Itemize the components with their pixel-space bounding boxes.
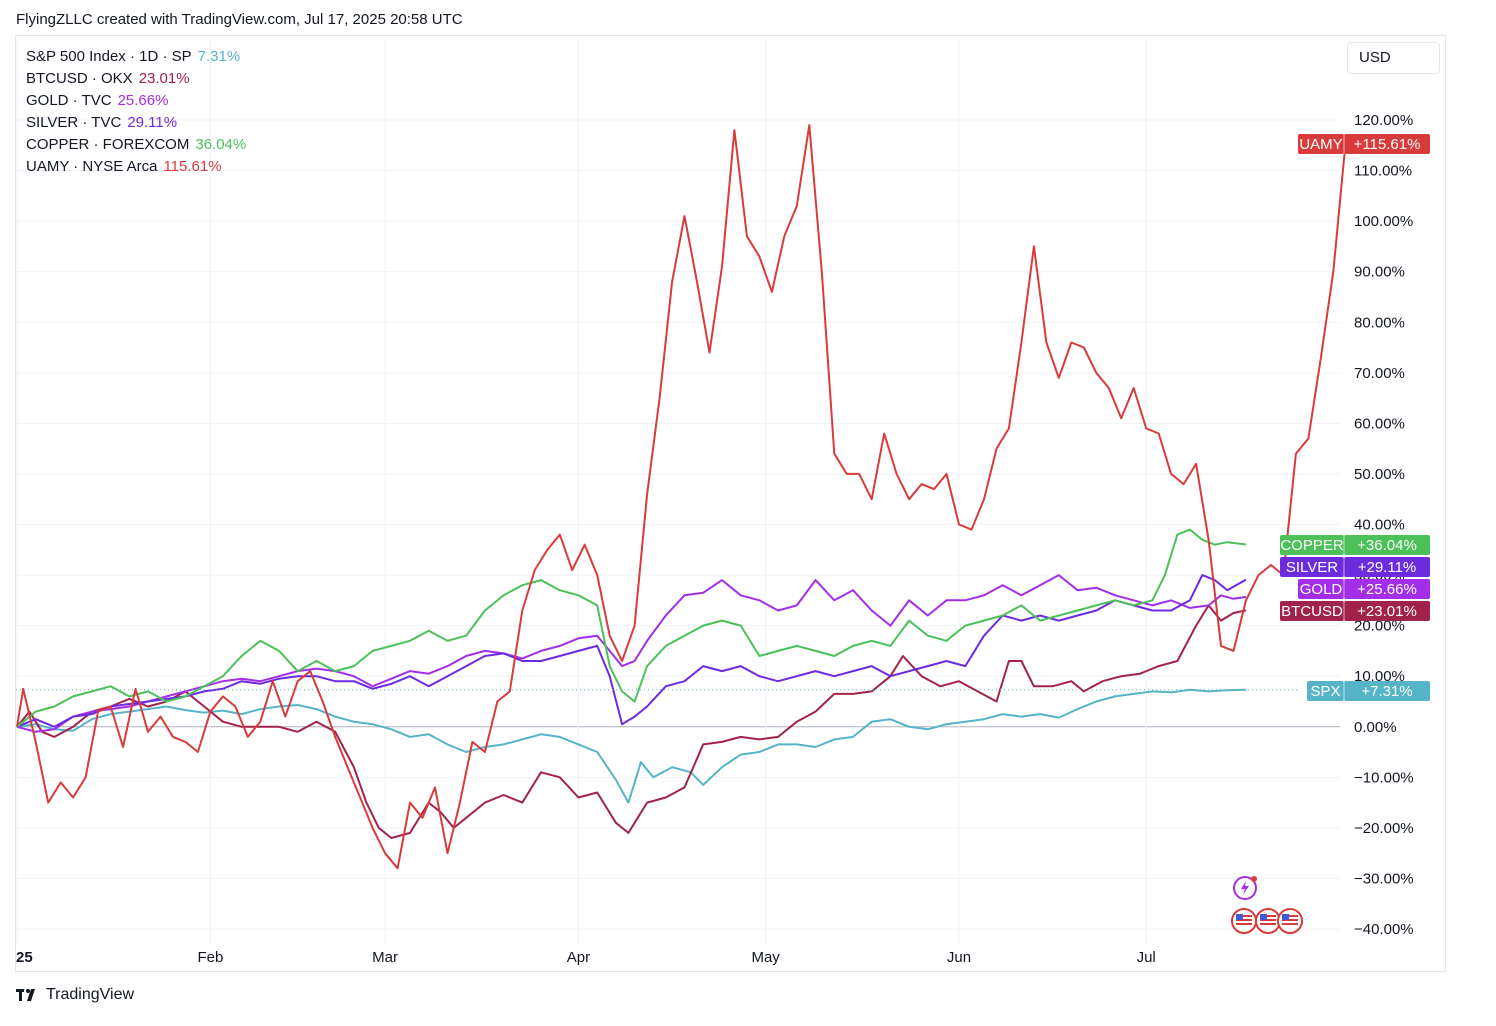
series-badge-label-bg: [1298, 579, 1344, 599]
series-badge-label: BTCUSD: [1281, 603, 1343, 620]
legend-label: UAMY · NYSE Arca: [26, 158, 158, 175]
legend-label: SILVER · TVC: [26, 114, 122, 131]
y-tick-label: 10.00%: [1354, 668, 1405, 685]
series-badge-label: COPPER: [1280, 537, 1344, 554]
series-badge-label-bg: [1298, 134, 1344, 154]
y-tick-label: 0.00%: [1354, 719, 1397, 736]
legend-value: 25.66%: [117, 92, 169, 109]
y-tick-label: 80.00%: [1354, 314, 1405, 331]
legend-label: GOLD · TVC: [26, 92, 112, 109]
series-badge-value-bg: [1344, 601, 1430, 621]
legend-item[interactable]: GOLD · TVC 25.66%: [26, 90, 246, 112]
y-tick-label: −30.00%: [1354, 870, 1414, 887]
x-tick-label: Jun: [947, 949, 971, 966]
legend-label: COPPER · FOREXCOM: [26, 136, 190, 153]
legend-item[interactable]: S&P 500 Index · 1D · SP 7.31%: [26, 46, 246, 68]
y-tick-label: −40.00%: [1354, 921, 1414, 938]
series-badge-value: +115.61%: [1354, 136, 1421, 153]
series-badge-value-bg: [1344, 535, 1430, 555]
legend: S&P 500 Index · 1D · SP 7.31% BTCUSD · OKX…: [26, 46, 246, 178]
x-tick-label: Mar: [372, 949, 398, 966]
series-line-silver[interactable]: [16, 574, 1247, 728]
y-tick-label: 20.00%: [1354, 618, 1405, 635]
y-tick-label: 50.00%: [1354, 466, 1405, 483]
legend-item[interactable]: BTCUSD · OKX 23.01%: [26, 68, 246, 90]
series-badge-label: SILVER: [1286, 559, 1338, 576]
series-line-uamy[interactable]: [16, 124, 1365, 870]
y-tick-label: −10.00%: [1354, 769, 1414, 786]
us-flag-events-icon[interactable]: [1228, 905, 1318, 937]
series-badge-label-bg: [1280, 557, 1344, 577]
lightning-icon[interactable]: [1230, 873, 1260, 903]
tradingview-logo-icon: [16, 989, 35, 1001]
series-badge-label-bg: [1280, 535, 1344, 555]
x-tick-label: May: [751, 949, 780, 966]
currency-selector[interactable]: USD: [1347, 42, 1440, 74]
legend-item[interactable]: SILVER · TVC 29.11%: [26, 112, 246, 134]
x-tick-label: Jul: [1137, 949, 1156, 966]
series-badge-label-bg: [1307, 681, 1344, 701]
series-badge-value: +23.01%: [1357, 603, 1417, 620]
footer-brand[interactable]: TradingView: [16, 986, 134, 1004]
series-line-spx[interactable]: [16, 688, 1247, 804]
y-tick-label: 100.00%: [1354, 213, 1413, 230]
legend-value: 115.61%: [163, 158, 222, 175]
series-badge-value: +7.31%: [1361, 683, 1412, 700]
series-badge-value: +29.11%: [1358, 559, 1417, 576]
legend-item[interactable]: UAMY · NYSE Arca 115.61%: [26, 156, 246, 178]
series-badge-label: UAMY: [1299, 136, 1342, 153]
series-badge-value: +25.66%: [1357, 581, 1417, 598]
series-badge-label: GOLD: [1300, 581, 1343, 598]
y-tick-label: 120.00%: [1354, 112, 1413, 129]
legend-value: 7.31%: [197, 48, 241, 65]
legend-label: S&P 500 Index · 1D · SP: [26, 48, 192, 65]
footer-brand-label: TradingView: [46, 986, 135, 1003]
y-tick-label: 70.00%: [1354, 365, 1405, 382]
series-badge-label: SPX: [1310, 683, 1340, 700]
series-line-copper[interactable]: [16, 528, 1247, 728]
series-badge-value-bg: [1344, 134, 1430, 154]
y-tick-label: −20.00%: [1354, 820, 1414, 837]
chart-header: FlyingZLLC created with TradingView.com,…: [16, 11, 463, 28]
series-badge-value-bg: [1344, 681, 1430, 701]
x-tick-label: Apr: [567, 949, 590, 966]
series-badge-value-bg: [1344, 579, 1430, 599]
y-tick-label: 90.00%: [1354, 264, 1405, 281]
series-line-btcusd[interactable]: [16, 604, 1247, 839]
series-badge-label-bg: [1280, 601, 1344, 621]
legend-label: BTCUSD · OKX: [26, 70, 133, 87]
series-badge-value-bg: [1344, 557, 1430, 577]
legend-value: 36.04%: [195, 136, 247, 153]
y-tick-label: 60.00%: [1354, 415, 1405, 432]
legend-item[interactable]: COPPER · FOREXCOM 36.04%: [26, 134, 246, 156]
legend-value: 29.11%: [127, 114, 178, 131]
x-tick-label: 25: [16, 949, 33, 966]
legend-value: 23.01%: [138, 70, 190, 87]
series-badge-value: +36.04%: [1357, 537, 1417, 554]
x-tick-label: Feb: [197, 949, 223, 966]
y-tick-label: 110.00%: [1354, 163, 1412, 180]
chart-panel[interactable]: [15, 35, 1446, 972]
series-line-gold[interactable]: [16, 574, 1247, 733]
y-tick-label: 40.00%: [1354, 517, 1405, 534]
